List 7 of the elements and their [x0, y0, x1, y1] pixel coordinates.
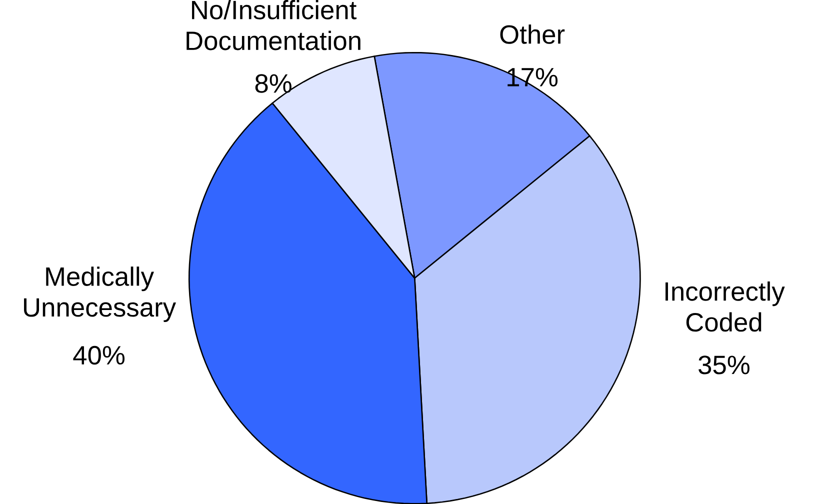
data-label: 8% [255, 74, 292, 93]
data-label: 35% [698, 355, 750, 374]
slice-label: Other [500, 24, 565, 44]
slice-label: Medically Unnecessary [24, 266, 176, 322]
slice-label: Incorrectly Coded [666, 281, 785, 332]
slice-label: No/Insufficient Documentation [186, 0, 360, 50]
data-label: 40% [73, 346, 125, 364]
